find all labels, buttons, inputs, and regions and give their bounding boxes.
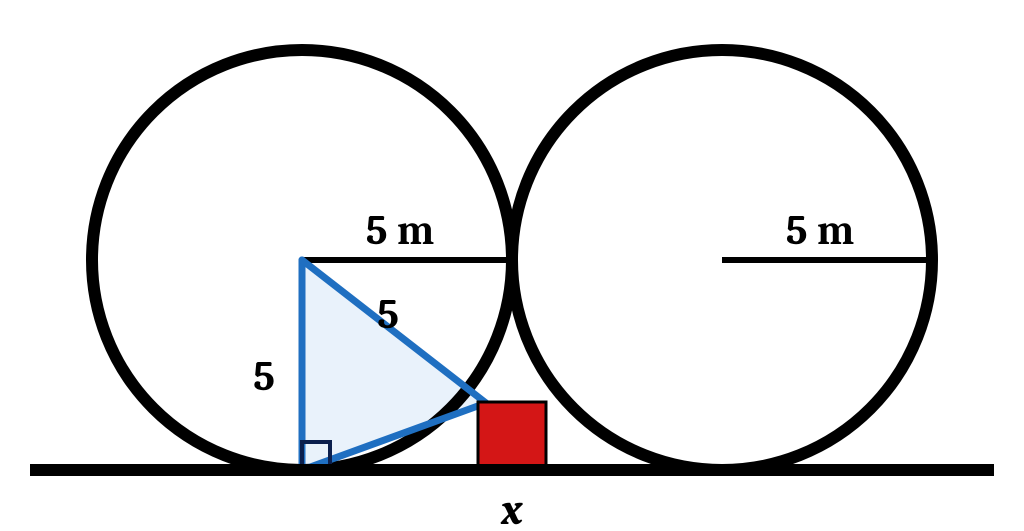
label-hypotenuse: 5 — [377, 290, 399, 339]
red-square — [478, 402, 546, 470]
label-x: x — [500, 484, 523, 531]
label-vertical: 5 — [253, 352, 275, 401]
label-radius-left: 5 m — [366, 206, 435, 255]
geometry-diagram: 5 m 5 m 5 5 x — [0, 0, 1024, 531]
label-radius-right: 5 m — [786, 206, 855, 255]
